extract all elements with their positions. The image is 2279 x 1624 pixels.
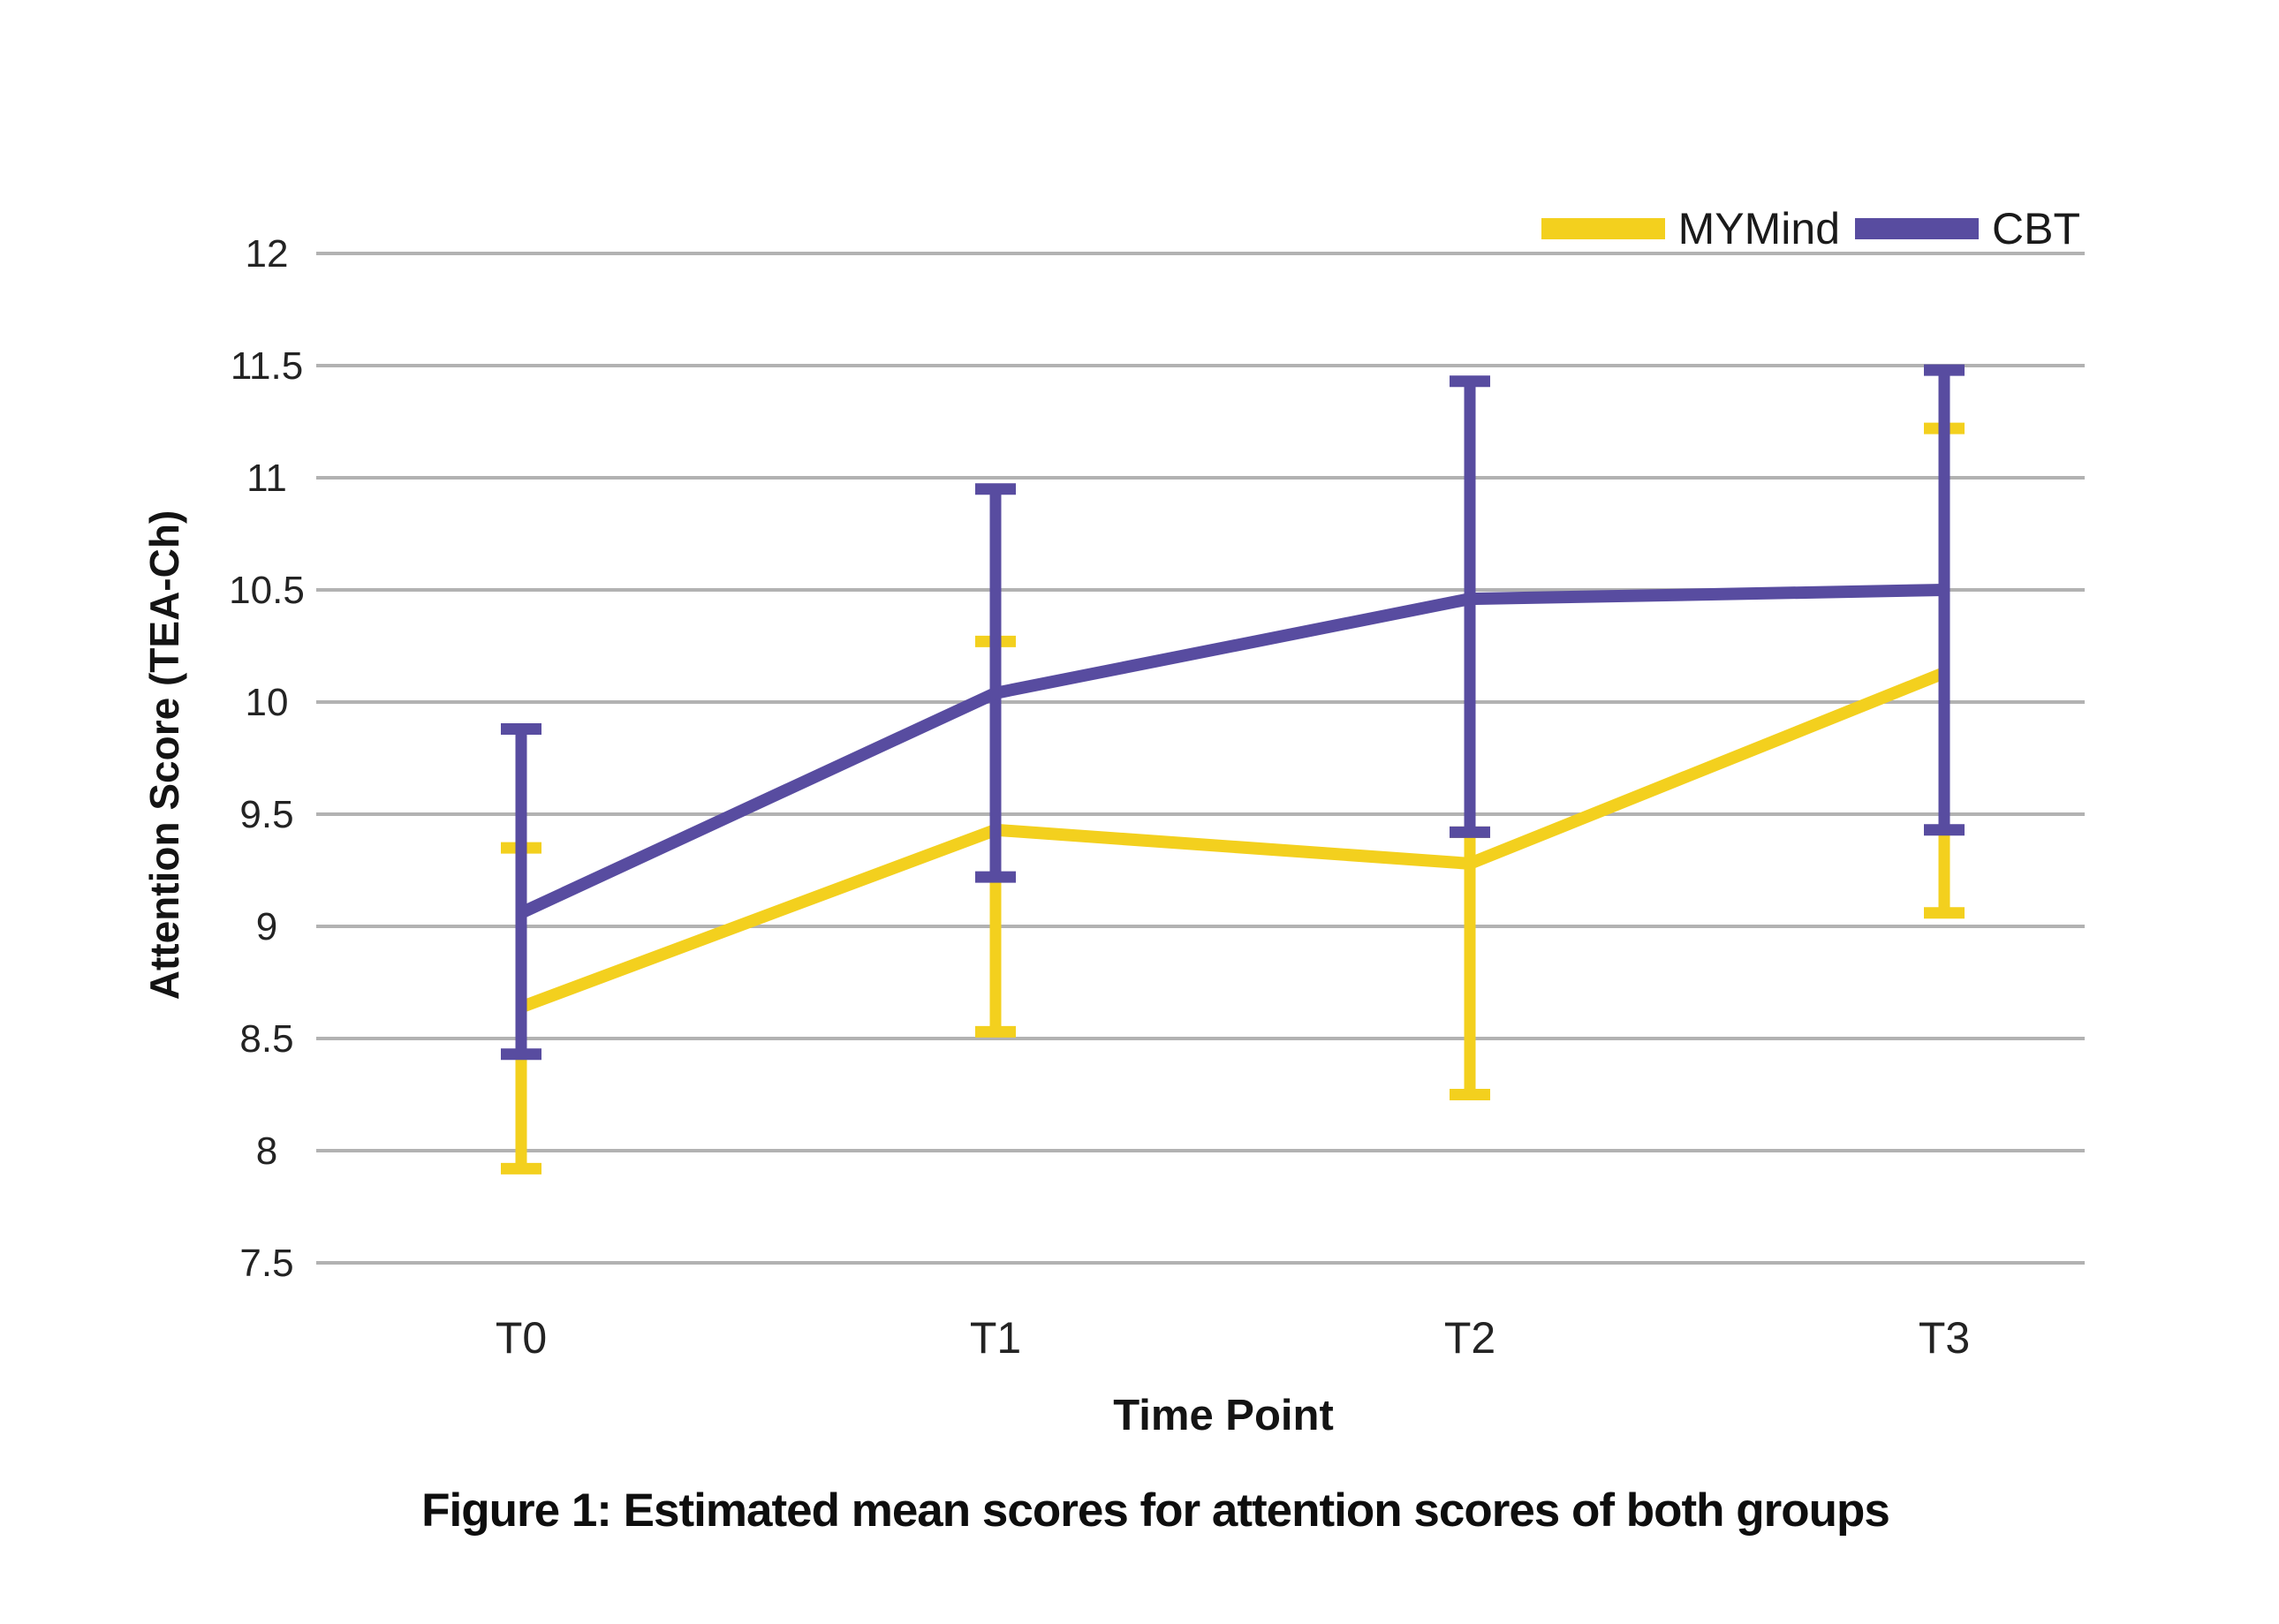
y-tick-label: 11.5 (231, 344, 303, 388)
x-tick-label: T0 (496, 1313, 547, 1363)
y-tick-labels: 12 11.5 11 10.5 10 9.5 9 8.5 8 7.5 (229, 232, 305, 1285)
y-tick-label: 11 (246, 457, 287, 500)
y-tick-label: 7.5 (239, 1242, 293, 1285)
error-bar-cbt-T1 (975, 483, 1016, 883)
legend-item-mymind: MYMind (1541, 207, 1840, 251)
error-bar-cbt-T0 (501, 722, 541, 1061)
series-mymind (501, 422, 1965, 1175)
legend: MYMind CBT (1541, 207, 2080, 251)
x-tick-labels: T0 T1 T2 T3 (496, 1313, 1970, 1363)
legend-swatch-mymind (1541, 218, 1665, 239)
legend-item-cbt: CBT (1855, 207, 2080, 251)
y-tick-label: 9.5 (239, 793, 293, 836)
error-bar-mymind-T2 (1450, 826, 1490, 1100)
series-line-cbt (519, 584, 1945, 919)
y-axis-title: Attention Score (TEA-Ch) (141, 510, 187, 1001)
gridlines (316, 252, 2085, 1265)
y-tick-label: 10.5 (229, 569, 305, 612)
legend-label-cbt: CBT (1992, 204, 2080, 253)
x-axis-title: Time Point (1113, 1392, 1334, 1439)
error-bar-cbt-T2 (1450, 375, 1490, 838)
y-tick-label: 8 (256, 1129, 277, 1173)
series-line-mymind (519, 667, 1947, 1013)
x-tick-label: T2 (1444, 1313, 1495, 1363)
y-tick-label: 12 (246, 232, 289, 276)
series-cbt (501, 364, 1965, 1061)
legend-swatch-cbt (1855, 218, 1979, 239)
y-tick-label: 8.5 (239, 1017, 293, 1061)
legend-label-mymind: MYMind (1677, 204, 1840, 253)
x-tick-label: T3 (1919, 1313, 1970, 1363)
y-tick-label: 9 (256, 905, 277, 948)
figure-caption: Figure 1: Estimated mean scores for atte… (421, 1484, 1890, 1537)
y-tick-label: 10 (246, 681, 289, 724)
error-bar-cbt-T3 (1924, 364, 1965, 836)
x-tick-label: T1 (970, 1313, 1021, 1363)
